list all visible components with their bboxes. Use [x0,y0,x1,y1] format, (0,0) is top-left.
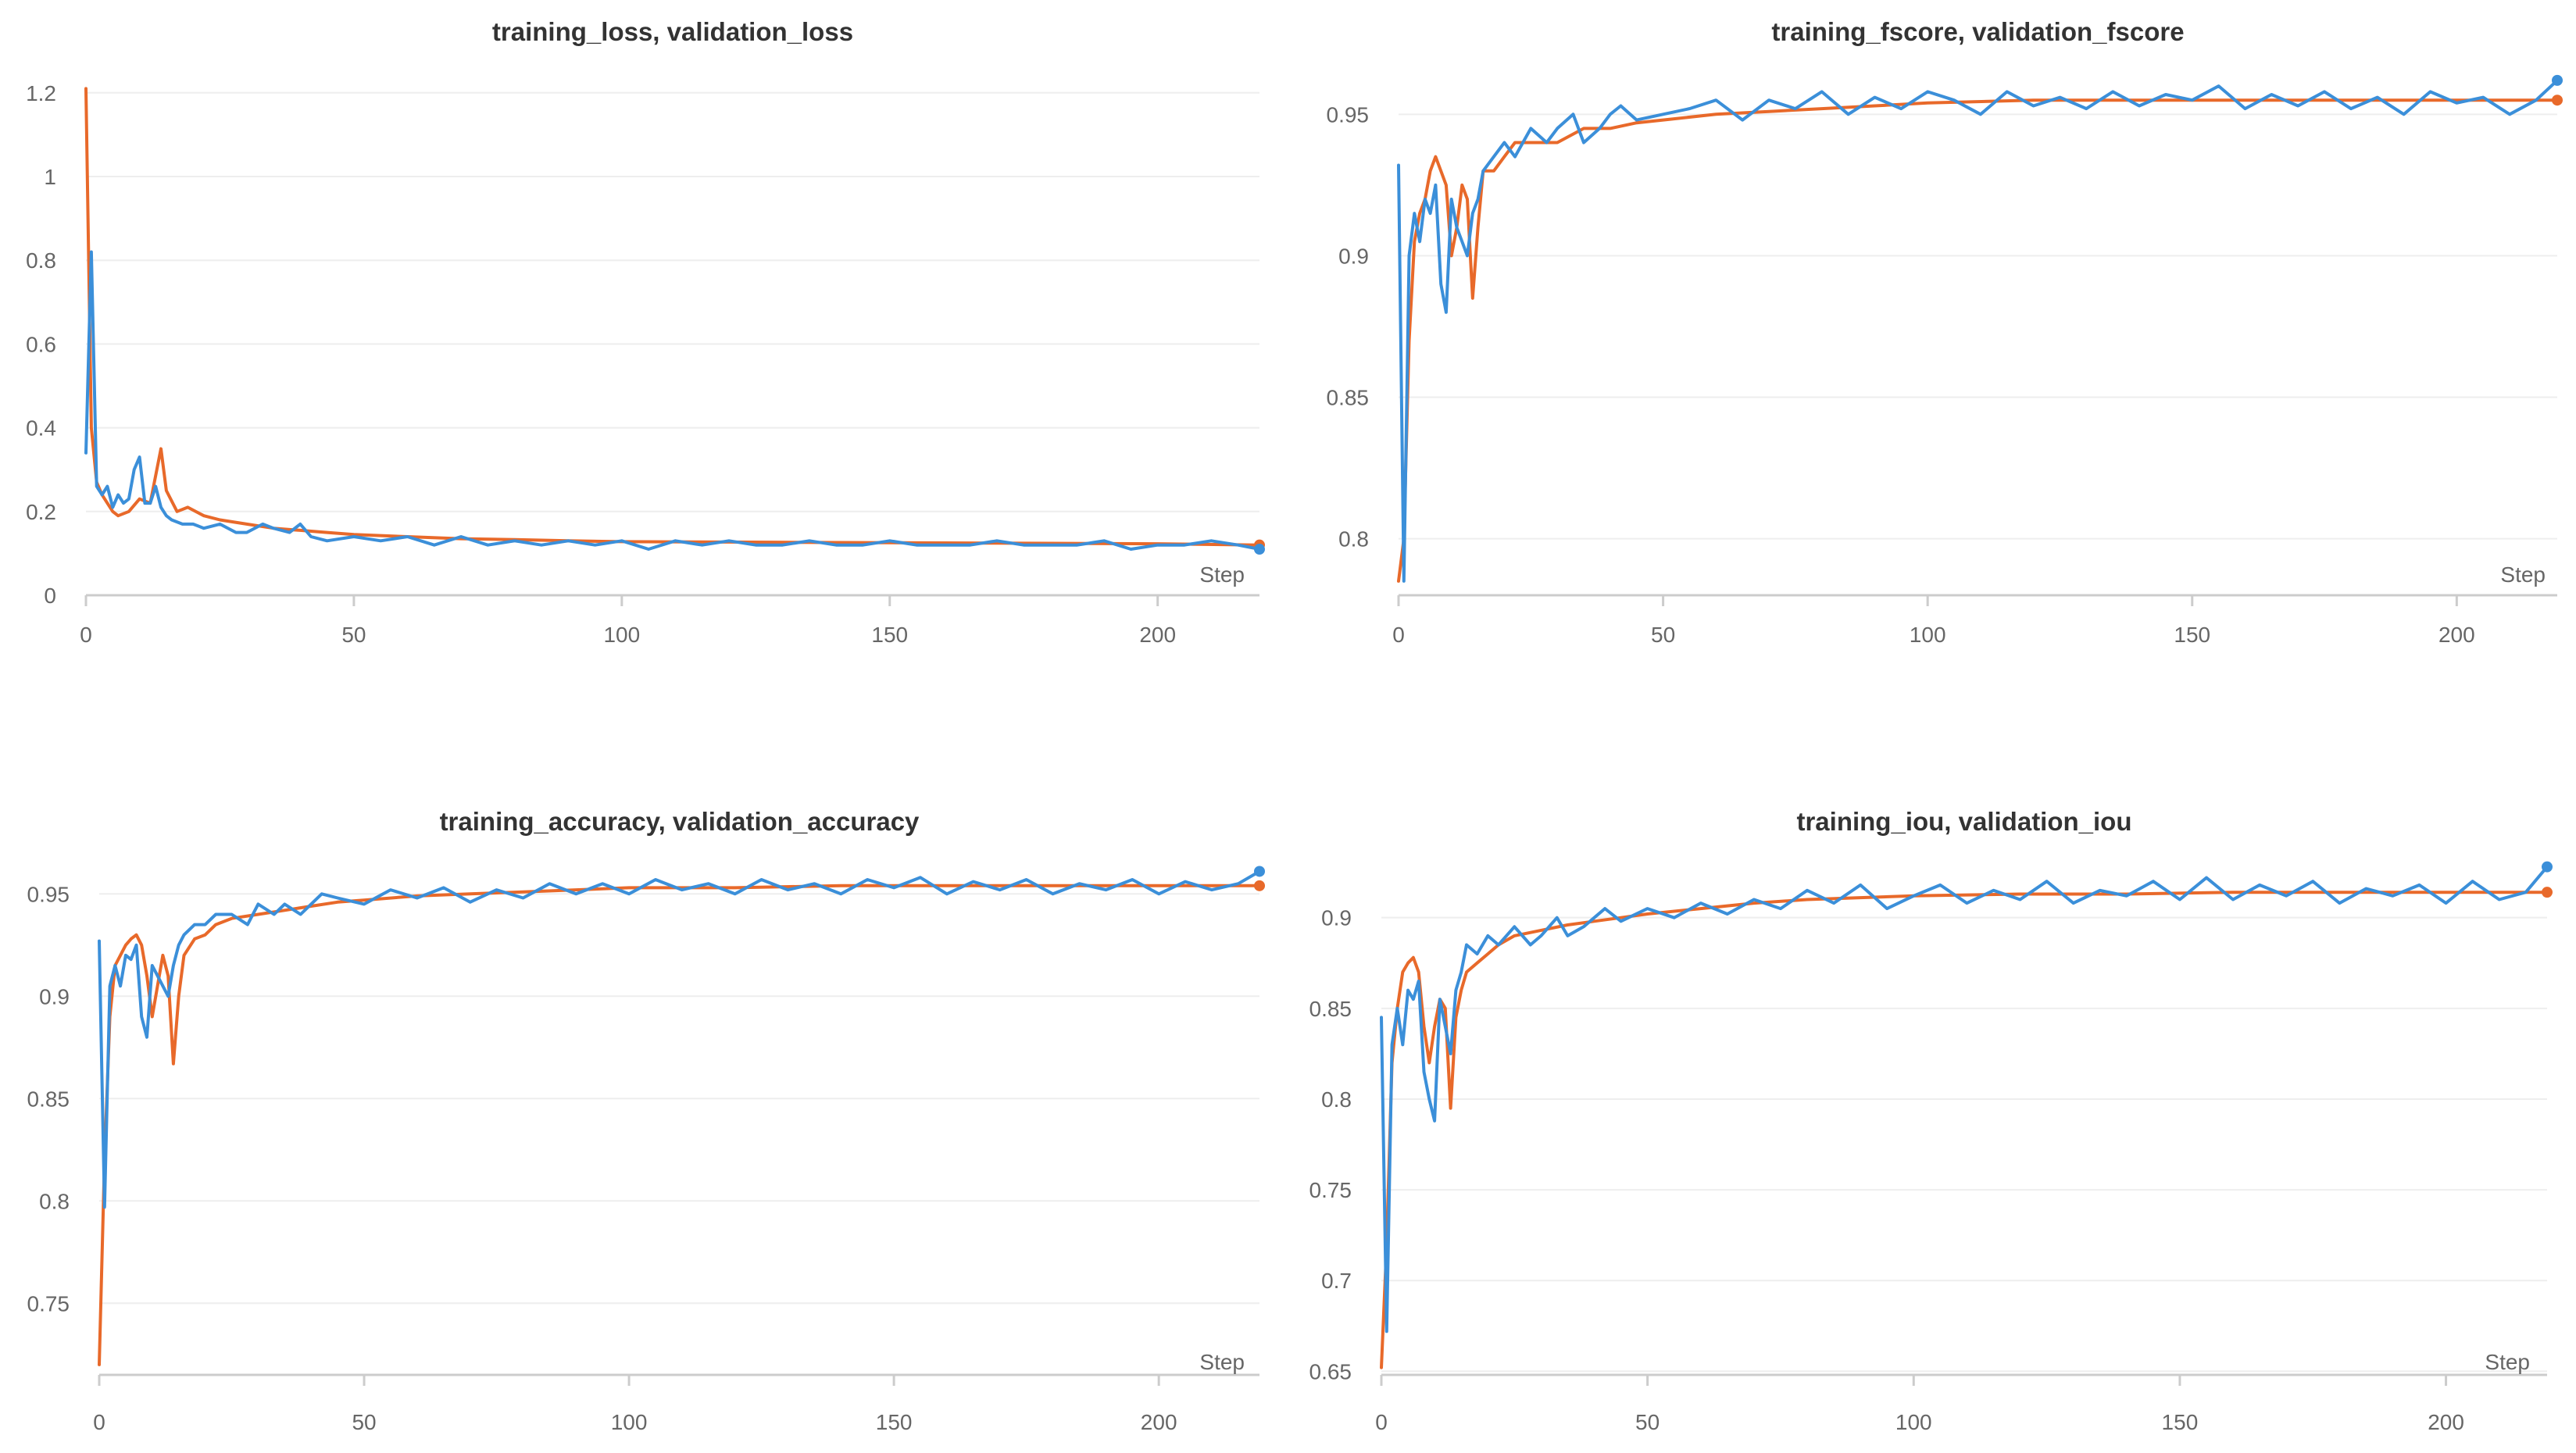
x-tick-label: 200 [2438,623,2475,647]
series-line-training [1397,98,2559,583]
x-tick-label: 100 [611,1410,648,1434]
x-tick-label: 100 [1895,1410,1932,1434]
y-tick-label: 0.9 [1338,244,1369,268]
series-line-training [98,884,1261,1366]
series-end-point-validation [2542,861,2553,873]
chart-title: training_fscore, validation_fscore [1771,17,2184,46]
y-tick-label: 0.95 [1327,102,1370,127]
y-tick-label: 0.8 [1321,1087,1352,1112]
y-tick-label: 1 [44,165,56,189]
chart-title: training_loss, validation_loss [492,17,853,46]
chart-panel-iou: training_iou, validation_iou 0.65 0.7 0.75 0… [1288,773,2576,1453]
y-tick-label: 0.9 [39,984,70,1009]
series-line-validation [1380,865,2549,1333]
chart-panel-loss: training_loss, validation_loss 0 0.2 0.4 0.6… [0,0,1288,726]
y-tick-label: 0.95 [27,882,70,906]
x-tick-label: 0 [1375,1410,1388,1434]
x-tick-label: 100 [1910,623,1946,647]
y-tick-label: 1.2 [26,81,56,105]
y-tick-label: 0.85 [1309,997,1352,1021]
x-tick-label: 50 [1635,1410,1660,1434]
series-end-point-training [2552,95,2563,106]
x-tick-label: 200 [1141,1410,1177,1434]
x-axis-label: Step [1199,1350,1245,1374]
chart-panel-accuracy: training_accuracy, validation_accuracy 0.… [0,773,1288,1453]
series-line-validation [1397,78,2559,583]
chart-svg: training_fscore, validation_fscore 0.8 0.8… [1327,17,2563,647]
series-line-training [84,87,1261,547]
y-tick-label: 0.75 [27,1291,70,1316]
y-tick-label: 0.9 [1321,906,1352,930]
chart-svg: training_loss, validation_loss 0 0.2 0.4 0.6… [26,17,1265,647]
y-tick-label: 0 [44,584,56,608]
x-axis-label: Step [2485,1350,2530,1374]
series-end-point-validation [1254,866,1265,877]
y-tick-label: 0.8 [1338,527,1369,552]
x-tick-label: 150 [876,1410,913,1434]
y-tick-label: 0.2 [26,500,56,524]
series-line-training [1380,891,2549,1369]
series-line-validation [98,869,1261,1209]
y-tick-label: 0.85 [27,1087,70,1111]
x-tick-label: 150 [2174,623,2210,647]
x-tick-label: 50 [352,1410,376,1434]
x-tick-label: 0 [93,1410,105,1434]
chart-svg: training_iou, validation_iou 0.65 0.7 0.75 0… [1309,807,2553,1434]
series-end-point-training [2542,887,2553,898]
series-line-validation [84,250,1261,551]
chart-title: training_iou, validation_iou [1796,807,2131,836]
series-end-point-training [1254,880,1265,891]
series-end-point-validation [1254,544,1265,555]
x-tick-label: 150 [2162,1410,2199,1434]
y-tick-label: 0.75 [1309,1178,1352,1202]
x-tick-label: 50 [1651,623,1675,647]
y-tick-label: 0.4 [26,416,56,441]
x-tick-label: 150 [871,623,908,647]
x-axis-label: Step [1199,562,1245,587]
y-tick-label: 0.7 [1321,1269,1352,1293]
y-tick-label: 0.8 [26,248,56,273]
x-tick-label: 0 [80,623,92,647]
x-tick-label: 50 [341,623,366,647]
series-end-point-validation [2552,74,2563,86]
y-tick-label: 0.8 [39,1189,70,1213]
y-tick-label: 0.6 [26,332,56,356]
x-tick-label: 200 [2428,1410,2464,1434]
chart-title: training_accuracy, validation_accuracy [440,807,920,836]
y-tick-label: 0.65 [1309,1359,1352,1383]
chart-panel-fscore: training_fscore, validation_fscore 0.8 0.8… [1288,0,2576,726]
x-axis-label: Step [2500,562,2546,587]
x-tick-label: 100 [603,623,640,647]
chart-svg: training_accuracy, validation_accuracy 0.… [27,807,1265,1434]
y-tick-label: 0.85 [1327,385,1370,409]
x-tick-label: 0 [1392,623,1405,647]
x-tick-label: 200 [1139,623,1176,647]
